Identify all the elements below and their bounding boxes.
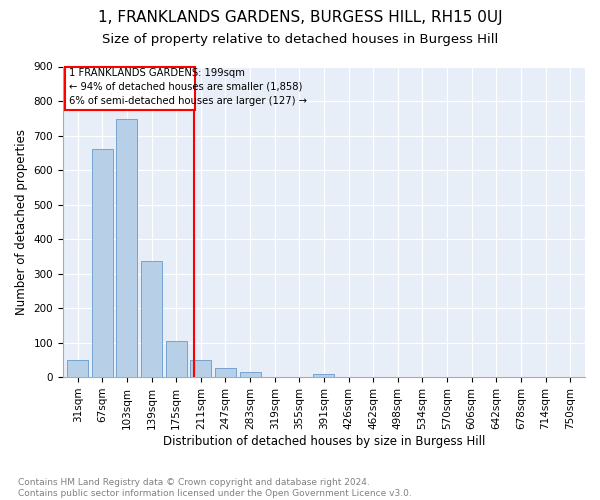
Bar [92, 150, 113, 377]
Text: 1, FRANKLANDS GARDENS, BURGESS HILL, RH15 0UJ: 1, FRANKLANDS GARDENS, BURGESS HILL, RH1… [98, 10, 502, 25]
Bar [116, 119, 137, 377]
Bar [67, 360, 88, 377]
Text: Contains HM Land Registry data © Crown copyright and database right 2024.
Contai: Contains HM Land Registry data © Crown c… [18, 478, 412, 498]
Text: Size of property relative to detached houses in Burgess Hill: Size of property relative to detached ho… [102, 32, 498, 46]
FancyBboxPatch shape [65, 66, 195, 110]
Bar [141, 262, 162, 377]
Bar [239, 372, 260, 377]
Bar [190, 360, 211, 377]
Bar [313, 374, 334, 377]
Bar [215, 368, 236, 377]
Bar [166, 341, 187, 377]
Y-axis label: Number of detached properties: Number of detached properties [15, 129, 28, 315]
X-axis label: Distribution of detached houses by size in Burgess Hill: Distribution of detached houses by size … [163, 434, 485, 448]
Text: 1 FRANKLANDS GARDENS: 199sqm
← 94% of detached houses are smaller (1,858)
6% of : 1 FRANKLANDS GARDENS: 199sqm ← 94% of de… [69, 68, 307, 106]
